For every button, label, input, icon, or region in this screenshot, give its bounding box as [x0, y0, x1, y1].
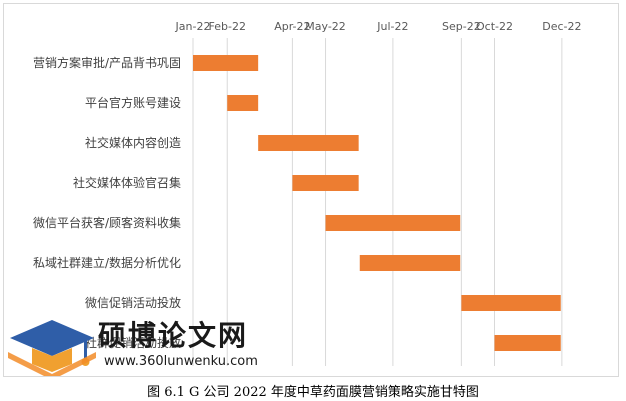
- task-label: 社群促销活动投放: [85, 335, 181, 350]
- watermark-url: www.360lunwenku.com: [104, 354, 258, 369]
- figure-caption: 图 6.1 G 公司 2022 年度中草药面膜营销策略实施甘特图: [147, 385, 479, 400]
- task-label: 私域社群建立/数据分析优化: [33, 255, 181, 270]
- task-bar: [325, 215, 461, 231]
- x-tick-label: Apr-22: [274, 20, 310, 33]
- x-tick-label: Sep-22: [442, 20, 481, 33]
- x-tick-label: Jul-22: [376, 20, 408, 33]
- task-bar: [359, 255, 461, 271]
- task-label: 社交媒体内容创造: [85, 135, 181, 150]
- task-label: 社交媒体体验官召集: [73, 175, 181, 190]
- task-bar: [227, 95, 259, 111]
- watermark-title: 硕博论文网: [98, 319, 249, 352]
- task-bar: [292, 175, 359, 191]
- x-tick-label: Feb-22: [209, 20, 246, 33]
- task-bars: [193, 55, 561, 351]
- task-bar: [193, 55, 259, 71]
- task-bar: [461, 295, 561, 311]
- task-bar: [494, 335, 561, 351]
- x-tick-label: May-22: [305, 20, 346, 33]
- watermark: 硕博论文网 www.360lunwenku.com: [8, 312, 268, 376]
- x-tick-label: Jan-22: [175, 20, 211, 33]
- task-label: 微信促销活动投放: [85, 295, 181, 310]
- grid-lines: [192, 38, 563, 366]
- task-label: 营销方案审批/产品背书巩固: [33, 55, 181, 70]
- graduation-cap-logo-icon: [8, 320, 96, 376]
- task-labels: 营销方案审批/产品背书巩固平台官方账号建设社交媒体内容创造社交媒体体验官召集微信…: [33, 55, 181, 350]
- task-bar: [258, 135, 359, 151]
- task-label: 平台官方账号建设: [85, 95, 181, 110]
- x-tick-label: Dec-22: [542, 20, 581, 33]
- x-tick-label: Oct-22: [476, 20, 513, 33]
- task-label: 微信平台获客/顾客资料收集: [33, 215, 181, 230]
